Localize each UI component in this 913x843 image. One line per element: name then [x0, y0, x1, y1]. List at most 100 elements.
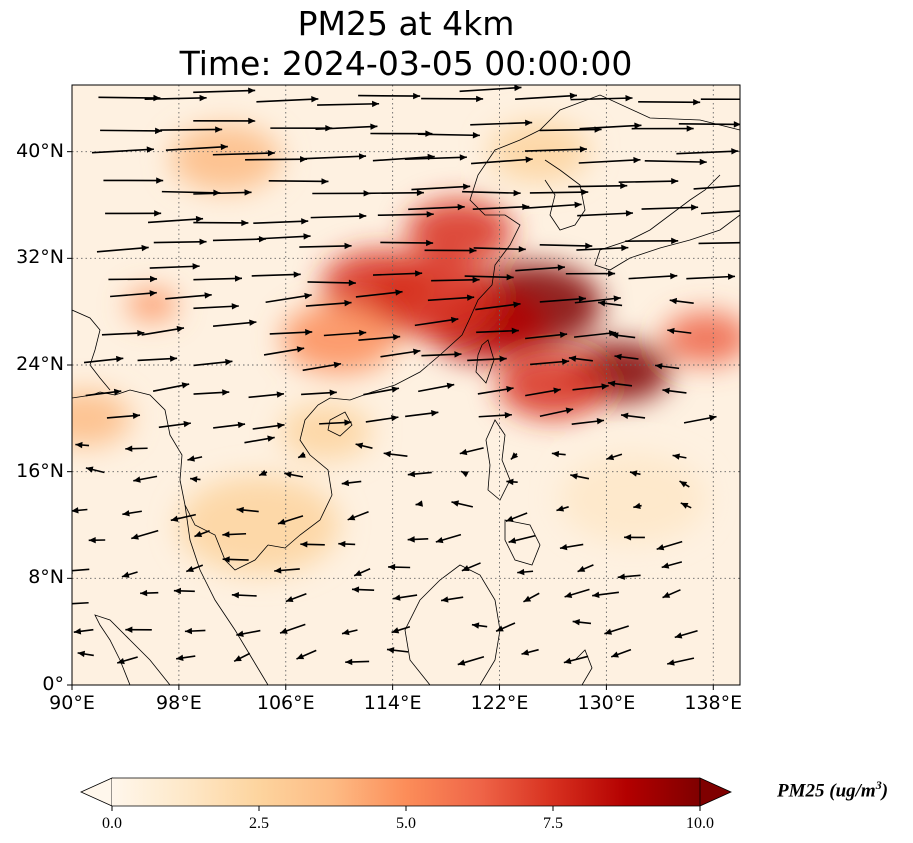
wind-arrow	[341, 479, 362, 487]
wind-arrow	[233, 652, 251, 663]
wind-arrow	[125, 626, 152, 633]
wind-arrow	[85, 388, 122, 397]
wind-arrow	[213, 421, 246, 429]
wind-arrow	[365, 189, 424, 196]
wind-arrow	[539, 295, 586, 303]
wind-arrow	[565, 270, 616, 277]
wind-arrow	[256, 96, 319, 103]
wind-arrow	[193, 117, 256, 125]
wind-arrow	[133, 475, 158, 483]
wind-arrow	[245, 156, 308, 163]
wind-arrow	[355, 442, 373, 449]
wind-arrow	[355, 289, 403, 298]
pm25-region	[170, 124, 281, 192]
lon-tick-label: 114°E	[363, 692, 422, 714]
wind-arrow	[462, 189, 521, 197]
wind-arrow	[252, 422, 285, 430]
wind-arrow	[476, 327, 519, 335]
wind-arrow	[628, 272, 678, 280]
wind-arrow	[274, 567, 300, 574]
wind-arrow	[285, 592, 307, 603]
wind-arrow	[572, 383, 609, 391]
colorbar-label: PM25 (ug/m3)	[777, 778, 889, 802]
lat-tick-label: 0°	[42, 673, 64, 695]
wind-arrow	[341, 628, 358, 636]
wind-arrow	[464, 274, 514, 281]
wind-arrow	[606, 453, 623, 461]
wind-arrow	[641, 204, 699, 211]
colorbar-tick-label: 2.5	[249, 815, 269, 832]
wind-arrow	[212, 149, 275, 157]
wind-arrow	[556, 505, 569, 512]
wind-arrow	[248, 391, 285, 399]
wind-arrow	[515, 92, 578, 101]
wind-arrow	[517, 568, 534, 576]
wind-arrow	[193, 389, 230, 396]
wind-arrow	[91, 146, 154, 154]
wind-arrow	[73, 628, 94, 635]
wind-arrow	[625, 237, 679, 245]
wind-arrow	[269, 329, 313, 336]
wind-arrow	[88, 536, 106, 544]
wind-arrow	[700, 210, 740, 215]
lat-tick-label: 16°N	[16, 459, 64, 482]
wind-arrow	[380, 239, 434, 247]
wind-arrow	[297, 451, 306, 459]
wind-arrow	[296, 649, 317, 660]
wind-arrow	[680, 502, 692, 509]
wind-arrow	[417, 132, 480, 139]
wind-arrow	[478, 411, 512, 419]
map-frame	[71, 84, 741, 686]
wind-arrow	[193, 275, 243, 282]
wind-arrow	[377, 211, 434, 218]
wind-arrow	[440, 596, 464, 603]
wind-arrow	[257, 233, 311, 240]
wind-arrow	[459, 85, 522, 93]
wind-arrow	[176, 654, 196, 661]
wind-arrow	[592, 591, 619, 598]
colorbar-extend-max	[699, 777, 732, 807]
pm25-region	[662, 311, 740, 365]
wind-arrow	[122, 510, 142, 517]
wind-arrow	[415, 500, 423, 507]
wind-arrow	[251, 271, 301, 278]
wind-arrow	[578, 156, 641, 164]
pm25-region	[72, 390, 132, 447]
pm25-region	[488, 120, 591, 183]
wind-arrow	[475, 301, 521, 311]
wind-arrow	[144, 94, 207, 102]
wind-arrow	[319, 419, 352, 426]
wind-arrow	[75, 441, 90, 449]
wind-arrow	[315, 123, 378, 131]
wind-arrow	[165, 143, 228, 151]
wind-arrow	[307, 279, 356, 287]
wind-arrow	[116, 656, 138, 665]
wind-arrow	[418, 382, 455, 393]
wind-arrow	[407, 470, 432, 478]
colorbar-tick-label: 10.0	[686, 815, 714, 832]
wind-arrow	[193, 358, 233, 367]
wind-arrow	[530, 358, 570, 366]
wind-arrow	[618, 177, 679, 185]
wind-arrow	[108, 275, 158, 283]
wind-arrow	[577, 210, 634, 217]
wind-arrow	[624, 534, 645, 541]
wind-arrow	[570, 473, 590, 480]
coastline-bay-of-bengal	[72, 309, 111, 391]
colorbar-tick-label: 5.0	[396, 815, 416, 832]
wind-arrow	[638, 99, 701, 106]
lon-tick-label: 90°E	[49, 692, 95, 714]
wind-arrow	[193, 189, 252, 196]
colorbar	[80, 777, 732, 811]
wind-arrow	[236, 506, 259, 514]
lon-tick-label: 106°E	[256, 692, 315, 714]
wind-arrow	[679, 480, 690, 488]
wind-arrow	[106, 412, 141, 419]
wind-arrow	[524, 146, 587, 153]
pm25-region	[126, 289, 178, 321]
wind-arrow	[654, 363, 680, 370]
wind-arrow	[244, 435, 275, 444]
wind-arrow	[607, 380, 633, 387]
wind-arrow	[345, 658, 370, 666]
